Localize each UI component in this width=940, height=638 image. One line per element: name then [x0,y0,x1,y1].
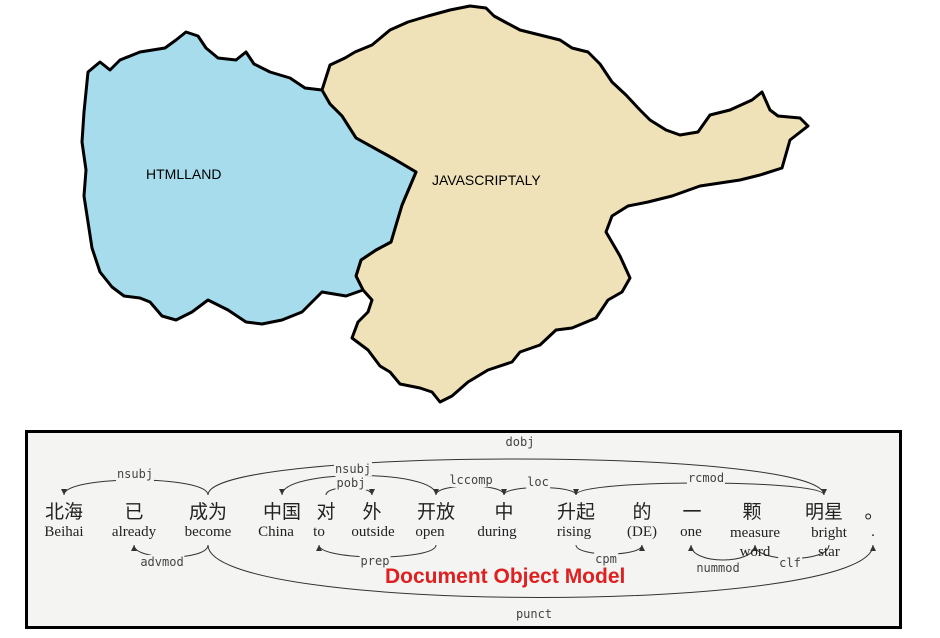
document-object-model-caption: Document Object Model [385,565,625,589]
gloss-token: (DE) [627,524,657,541]
hanzi-token: 中国 [263,497,301,524]
hanzi-token: 的 [632,497,651,524]
relation-dobj: dobj [505,435,536,449]
gloss-token: outside [351,524,394,541]
relation-lccomp: lccomp [448,473,493,487]
hanzi-token: 。 [864,497,883,524]
gloss-token: one [680,524,702,541]
hanzi-token: 升起 [557,497,595,524]
gloss-token: during [477,524,516,541]
gloss-token: China [258,524,294,541]
relation-rcmod: rcmod [687,471,725,485]
relation-advmod: advmod [139,555,184,569]
hanzi-token: 成为 [189,497,227,524]
gloss-token: bright star [803,524,855,562]
dependency-parse-panel: dobj nsubj nsubj pobj lccomp loc rcmod 北… [25,430,902,629]
hanzi-token: 明星 [805,497,843,524]
hanzi-token: 外 [362,497,381,524]
hanzi-token: 一 [682,497,701,524]
relation-punct: punct [515,607,553,621]
gloss-token: Beihai [44,524,83,541]
relation-nsubj: nsubj [116,467,154,481]
gloss-token: . [871,524,875,541]
hanzi-token: 已 [124,497,143,524]
relation-pobj: pobj [336,476,367,490]
arc-nsubj [64,480,208,495]
javascriptaly-label: JAVASCRIPTALY [432,172,541,188]
world-map [0,0,940,420]
relation-nummod: nummod [695,561,740,575]
relation-cpm: cpm [594,552,618,566]
arc-lccomp [436,486,504,495]
gloss-token: open [415,524,444,541]
hanzi-token: 中 [494,497,513,524]
hanzi-token: 北海 [45,497,83,524]
relation-clf: clf [778,556,802,570]
gloss-token: already [112,524,156,541]
hanzi-token: 对 [316,497,335,524]
relation-nsubj-2: nsubj [334,462,372,476]
gloss-token: rising [557,524,591,541]
gloss-token: become [185,524,232,541]
gloss-token: to [313,524,325,541]
hanzi-token: 开放 [417,497,455,524]
hanzi-token: 颗 [742,497,761,524]
htmlland-label: HTMLLAND [146,166,221,182]
relation-loc: loc [526,475,550,489]
